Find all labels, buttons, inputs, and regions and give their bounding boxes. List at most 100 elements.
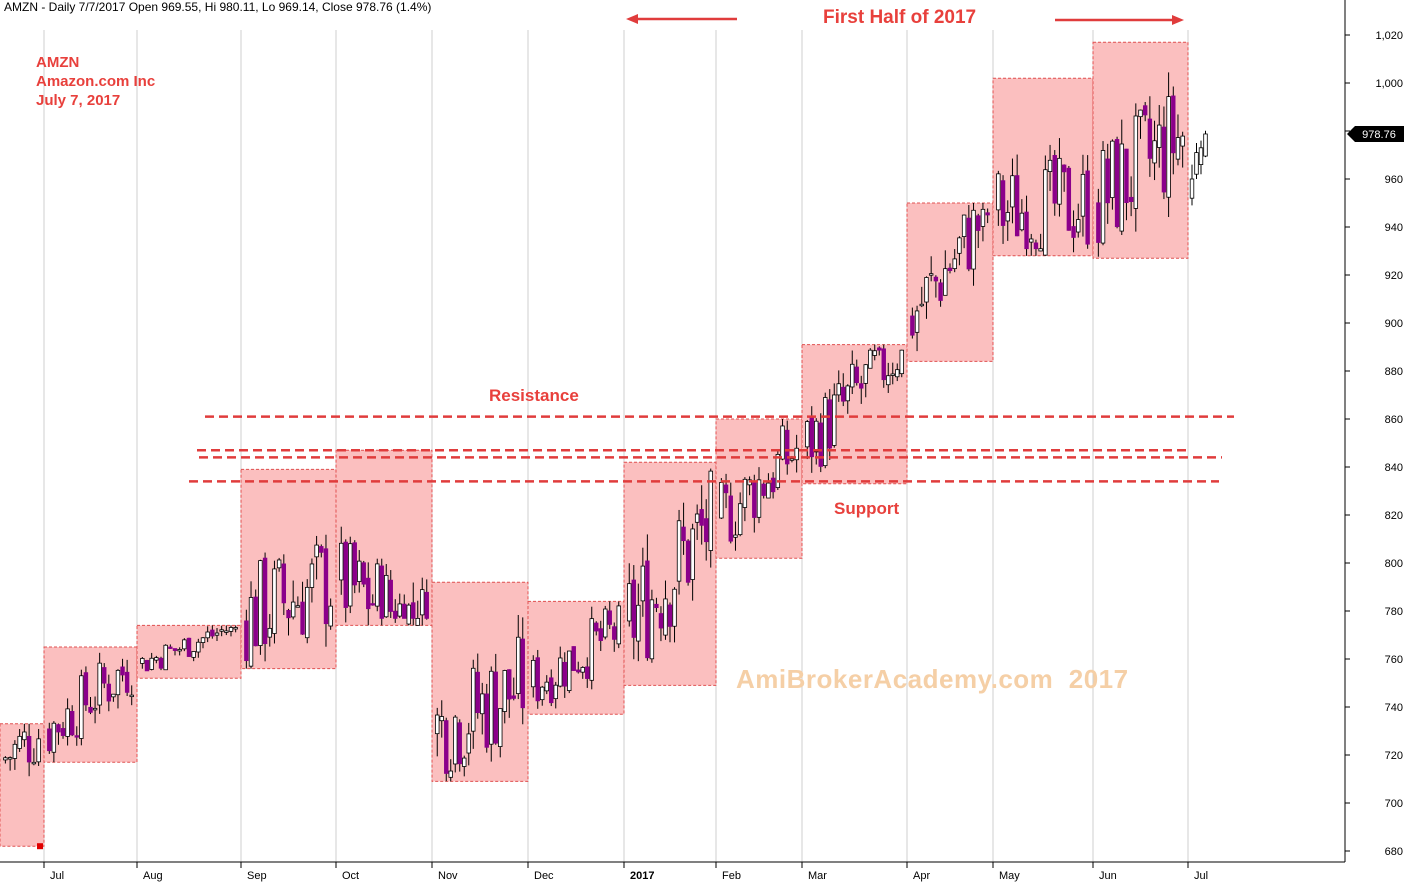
candle-body: [558, 657, 563, 687]
candle-body: [1047, 159, 1053, 172]
candle-body: [938, 282, 943, 301]
candle-body: [947, 267, 953, 271]
candle-body: [789, 458, 795, 461]
last-price-label: 978.76: [1362, 129, 1396, 141]
candle-body: [567, 650, 572, 692]
candle-body: [1033, 242, 1039, 250]
candle-body: [580, 667, 585, 673]
x-tick-label: May: [999, 870, 1020, 882]
candle-body: [770, 477, 776, 493]
candle-body: [1100, 150, 1106, 244]
support-label: Support: [834, 499, 900, 518]
candle-body: [375, 563, 380, 607]
candle-body: [752, 481, 757, 518]
candle-body: [516, 636, 521, 694]
candle-body: [859, 383, 864, 389]
x-tick-label: 2017: [630, 870, 654, 882]
candle-body: [200, 637, 206, 643]
candle-body: [616, 605, 621, 645]
x-tick-label: Oct: [342, 870, 359, 882]
candle-body: [214, 632, 220, 636]
company-label: Amazon.com Inc: [36, 73, 156, 90]
y-tick-label: 760: [1385, 654, 1403, 666]
candle-body: [823, 397, 828, 467]
right-arrow-head: [1172, 15, 1184, 25]
y-tick-label: 800: [1385, 558, 1403, 570]
candle-body: [124, 671, 130, 693]
candle-body: [406, 604, 411, 625]
monthly-range-box: [801, 344, 908, 485]
candle-body: [384, 574, 389, 618]
low-marker: [37, 843, 43, 850]
candle-body: [1071, 226, 1076, 238]
candle-body: [435, 714, 440, 735]
chart-header: AMZN - Daily 7/7/2017 Open 969.55, Hi 98…: [4, 0, 432, 14]
candlesticks: [3, 72, 1208, 850]
candle-body: [1000, 180, 1006, 226]
candle-body: [1147, 118, 1153, 159]
candle-body: [97, 662, 102, 706]
candle-body: [971, 209, 976, 270]
candle-body: [210, 629, 215, 637]
x-tick-label: Apr: [913, 870, 930, 882]
y-tick-label: 780: [1385, 606, 1403, 618]
y-tick-label: 880: [1385, 366, 1403, 378]
candle-body: [890, 373, 895, 376]
candle-body: [1133, 115, 1139, 209]
candle-body: [854, 366, 859, 384]
candle-body: [535, 657, 540, 702]
candle-body: [607, 610, 612, 625]
candle-body: [233, 627, 238, 630]
chart-title: First Half of 2017: [823, 7, 977, 28]
candle-body: [961, 214, 967, 237]
x-tick-label: Feb: [722, 870, 741, 882]
candle-body: [1171, 95, 1176, 154]
candle-body: [7, 757, 13, 760]
candle-body: [1066, 167, 1072, 231]
candle-body: [1114, 139, 1120, 228]
candle-body: [507, 669, 512, 700]
resistance-label: Resistance: [489, 386, 579, 405]
candle-body: [129, 694, 134, 698]
candle-body: [79, 675, 84, 739]
candle-body: [881, 348, 886, 381]
candle-body: [511, 695, 516, 699]
candle-body: [1057, 157, 1062, 205]
candle-body: [248, 597, 254, 667]
candle-body: [149, 657, 154, 670]
candle-body: [766, 482, 771, 499]
candle-body: [379, 565, 384, 619]
x-tick-label: Dec: [534, 870, 554, 882]
candle-body: [520, 638, 525, 709]
candle-body: [348, 543, 353, 607]
candle-body: [585, 666, 590, 679]
candle-body: [56, 724, 61, 733]
candle-body: [1119, 143, 1124, 232]
candle-body: [928, 273, 934, 276]
y-tick-label: 720: [1385, 750, 1403, 762]
x-tick-label: Jul: [50, 870, 64, 882]
candle-body: [140, 658, 145, 664]
candle-body: [366, 577, 371, 610]
candle-body: [393, 610, 398, 619]
candle-body: [562, 661, 567, 687]
candle-body: [544, 681, 549, 692]
candle-body: [444, 720, 449, 774]
candle-body: [51, 722, 57, 753]
candle-body: [914, 310, 920, 333]
y-tick-label: 920: [1385, 270, 1403, 282]
candle-body: [370, 603, 375, 606]
candle-body: [106, 683, 112, 702]
candle-body: [272, 568, 277, 634]
y-tick-label: 1,000: [1375, 78, 1403, 90]
candle-body: [253, 596, 258, 647]
candle-body: [69, 711, 75, 736]
candle-body: [1005, 212, 1010, 222]
candle-body: [910, 315, 915, 336]
x-tick-label: Mar: [808, 870, 827, 882]
candle-body: [290, 601, 296, 618]
candle-body: [603, 608, 608, 638]
candle-body: [645, 560, 650, 659]
candle-body: [1080, 173, 1086, 217]
candle-body: [163, 644, 168, 671]
